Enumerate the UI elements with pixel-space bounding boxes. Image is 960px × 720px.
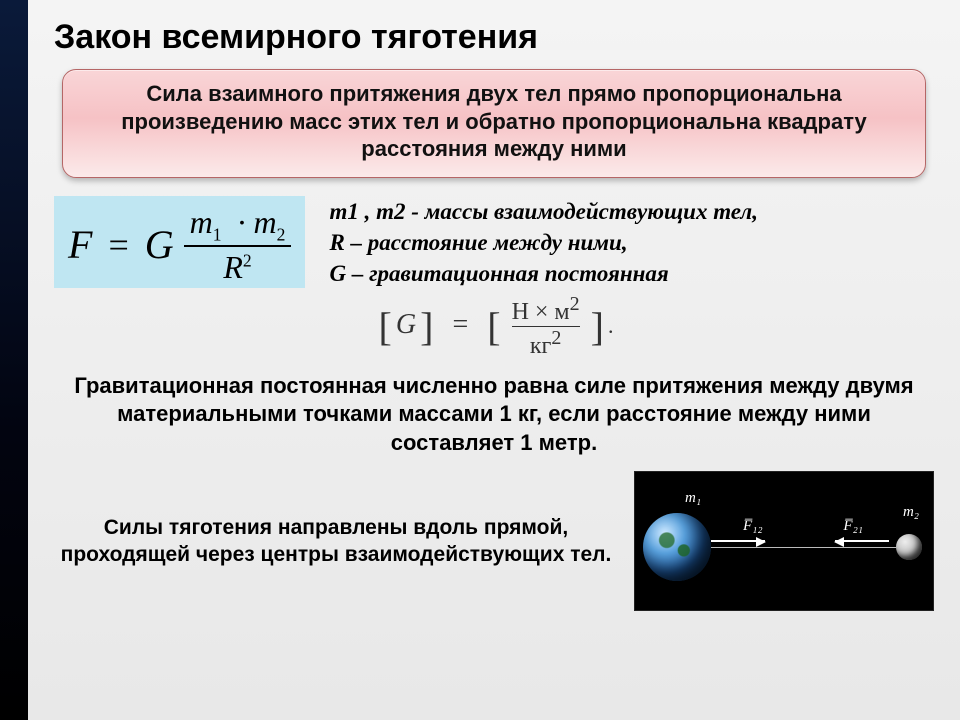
num-m1-sub: 1 <box>213 224 222 244</box>
formula-fraction: m1 · m2 R2 <box>184 204 292 286</box>
label-m1: m₁ <box>685 490 701 507</box>
dim-den: кг <box>530 333 552 359</box>
legend-m1m2-prefix: m1 , m2 - <box>329 199 424 224</box>
den-R: R <box>223 249 243 285</box>
num-m1: m <box>190 204 213 240</box>
force-direction-text: Силы тяготения направлены вдоль прямой, … <box>54 510 618 573</box>
earth-moon-diagram: m₁ m₂ F̅₁₂ F̅₂₁ <box>634 471 934 611</box>
formula-lhs: F <box>68 221 92 268</box>
bottom-row: Силы тяготения направлены вдоль прямой, … <box>54 471 934 611</box>
law-statement-text: Сила взаимного притяжения двух тел прямо… <box>121 81 867 161</box>
moon-icon <box>896 534 922 560</box>
dim-num-sup: 2 <box>570 293 580 315</box>
connecting-line <box>677 547 909 548</box>
legend-R: R – расстояние между ними, <box>329 227 934 258</box>
label-m2: m₂ <box>903 504 919 521</box>
formula-legend: m1 , m2 - массы взаимодействующих тел, R… <box>329 196 934 289</box>
dim-lhs: G <box>396 309 416 340</box>
main-formula: F = G m1 · m2 R2 <box>54 196 305 288</box>
force-arrow-f21 <box>835 540 889 542</box>
den-R-sup: 2 <box>243 250 252 270</box>
formula-coef: G <box>145 221 174 268</box>
legend-G: G – гравитационная постоянная <box>329 258 934 289</box>
label-f12: F̅₁₂ <box>743 518 763 535</box>
formula-row: F = G m1 · m2 R2 m1 , m2 - массы взаимод… <box>54 196 934 289</box>
law-statement-box: Сила взаимного притяжения двух тел прямо… <box>62 69 926 178</box>
left-stripe-background <box>0 0 28 720</box>
dim-num: Н × м <box>512 299 570 325</box>
dimension-formula: [G] = [ Н × м2 кг2 ]. <box>54 293 934 360</box>
legend-m1m2-text: массы взаимодействующих тел, <box>425 199 758 224</box>
formula-eq: = <box>102 224 134 266</box>
num-m2-sub: 2 <box>277 224 286 244</box>
num-dot: · <box>238 204 246 240</box>
dim-den-sup: 2 <box>551 327 561 349</box>
label-f21: F̅₂₁ <box>843 518 863 535</box>
num-m2: m <box>254 204 277 240</box>
grav-const-explanation: Гравитационная постоянная численно равна… <box>54 372 934 472</box>
force-arrow-f12 <box>711 540 765 542</box>
earth-icon <box>643 513 711 581</box>
slide-content: Закон всемирного тяготения Сила взаимног… <box>28 0 960 720</box>
page-title: Закон всемирного тяготения <box>54 18 934 57</box>
